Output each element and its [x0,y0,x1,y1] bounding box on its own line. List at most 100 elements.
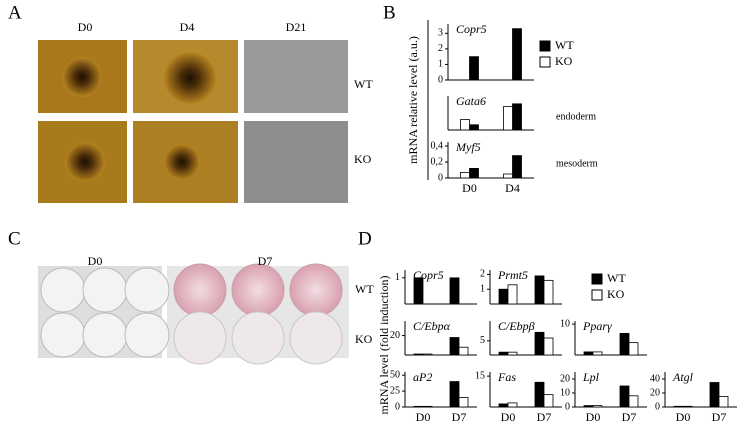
bar [449,337,460,356]
bar [628,395,639,408]
bar [498,403,509,408]
legend-label: WT [607,271,626,285]
bar [619,332,630,356]
bar [413,353,424,356]
legend-label: KO [607,287,625,301]
bar [498,288,509,305]
legend-swatch [591,273,603,285]
bar [682,405,693,408]
y-tick-label: 2 [480,269,485,280]
bar [469,124,479,131]
chart-title: aP2 [413,370,432,384]
legend-swatch [591,289,603,301]
x-tick-label: D7 [537,410,552,424]
y-tick-label: 40 [650,373,660,384]
annotation: endoderm [556,111,596,122]
y-axis-label: mRNA level (fold induction) [377,276,391,415]
y-tick-label: 25 [390,385,400,396]
chart-title: C/Ebpβ [498,319,535,333]
bar [503,106,513,131]
annotation: mesoderm [556,158,598,169]
bar [449,277,460,305]
bar [628,342,639,356]
row-label: KO [355,332,373,346]
bar [503,173,513,179]
chart-title: Myf5 [455,140,481,154]
bar [583,351,594,356]
column-label: D21 [286,20,307,34]
y-tick-label: 50 [390,369,400,380]
bar [592,405,603,408]
y-axis-label: mRNA relative level (a.u.) [406,36,420,164]
y-tick-label: 5 [480,335,485,346]
y-tick-label: 0 [438,172,443,183]
x-tick-label: D7 [452,410,467,424]
plate-photos [38,263,349,365]
chart-title: Pparγ [582,319,612,333]
bar [449,381,460,408]
y-tick-label: 0 [395,401,400,412]
y-tick-label: 0,4 [431,140,444,151]
bar [619,385,630,408]
bar [498,351,509,356]
bar [534,381,545,408]
column-label: D0 [88,254,103,268]
photo-grid [38,40,348,203]
colony [164,144,200,180]
chart-title: C/Ebpα [413,319,451,333]
bar [592,351,603,356]
column-label: D7 [258,254,273,268]
panel-label: A [8,2,22,23]
bar [543,279,554,305]
bar [458,346,469,356]
y-tick-label: 3 [438,28,443,39]
y-tick-label: 20 [560,373,570,384]
bar [534,331,545,356]
column-label: D0 [78,20,93,34]
bar [469,167,479,179]
bar [673,405,684,408]
legend-swatch [539,56,551,68]
row-label: WT [354,77,373,91]
bar [512,103,522,131]
x-tick-label: D0 [416,410,431,424]
colony [65,142,105,182]
column-label: D4 [180,20,195,34]
panel-label: B [383,2,396,23]
y-tick-label: 20 [650,387,660,398]
chart-title: Gata6 [456,94,486,108]
x-tick-label: D7 [622,410,637,424]
bar [422,353,433,356]
bar [458,397,469,408]
row-label: WT [355,282,374,296]
y-tick-label: 10 [560,318,570,329]
chart-title: Lpl [582,370,600,384]
bar [507,402,518,408]
bar [469,56,479,81]
x-tick-label: D0 [462,181,477,195]
x-tick-label: D4 [505,181,520,195]
y-tick-label: 20 [390,330,400,341]
bar [512,155,522,179]
x-tick-label: D7 [712,410,727,424]
bar [460,171,470,179]
y-tick-label: 0 [438,74,443,85]
y-tick-label: 0,2 [431,156,444,167]
y-tick-label: 1 [438,59,443,70]
y-tick-label: 0 [655,401,660,412]
bar [507,351,518,356]
colony [62,57,102,97]
bar [709,382,720,408]
panel-label: D [358,228,372,249]
y-tick-label: 2 [438,43,443,54]
bar [413,405,424,408]
photo [244,121,348,203]
bar [543,394,554,408]
y-tick-label: 10 [560,387,570,398]
y-tick-label: 1 [395,272,400,283]
chart-title: Fas [497,370,516,384]
chart-title: Atgl [672,370,694,384]
bar [543,337,554,356]
bar [512,28,522,81]
